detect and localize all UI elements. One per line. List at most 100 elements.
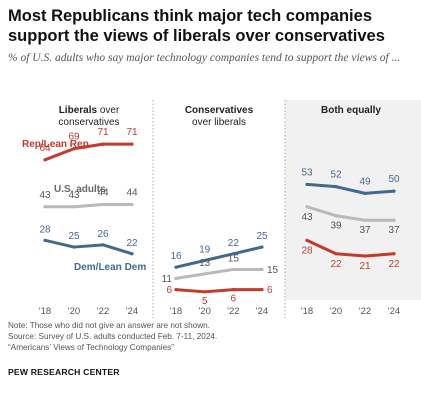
data-label-rep: 28 (301, 245, 313, 256)
data-label-dem: 50 (388, 174, 400, 185)
x-tick-label: '18 (39, 306, 51, 317)
x-tick-label: '20 (198, 306, 210, 317)
data-label-total: 43 (301, 212, 313, 223)
data-label-rep: 5 (202, 296, 208, 307)
series-name-dem: Dem/Lean Dem (74, 262, 146, 273)
data-point-total (72, 205, 76, 209)
x-tick-label: '20 (330, 306, 342, 317)
data-point-rep (174, 287, 178, 292)
x-tick-label: '18 (301, 306, 313, 317)
chart-title: Most Republicans think major tech compan… (8, 7, 385, 45)
data-point-total (43, 205, 47, 209)
chart: Liberals over conservatives'18'20'22'2464… (22, 100, 421, 318)
data-label-dem: 53 (301, 167, 313, 178)
data-point-dem (305, 182, 309, 187)
data-point-total (392, 218, 396, 222)
data-label-dem: 28 (39, 224, 51, 235)
panel-3-title: Both equally (321, 105, 381, 116)
data-point-dem (43, 238, 47, 242)
data-label-total: 13 (199, 258, 211, 269)
note-text: Note: Those who did not give an answer a… (8, 321, 210, 330)
data-point-rep (203, 290, 207, 294)
data-label-rep: 69 (68, 132, 80, 143)
data-label-total: 37 (359, 225, 371, 236)
data-point-total (305, 205, 309, 209)
data-point-total (174, 276, 178, 280)
series-name-rep: Rep/Lean Rep (22, 139, 89, 150)
x-tick-label: '24 (388, 306, 400, 317)
data-label-dem: 22 (126, 238, 138, 249)
data-label-dem: 25 (256, 231, 268, 242)
panel-3-background (285, 100, 421, 300)
data-label-total: 37 (388, 225, 400, 236)
data-label-dem: 25 (68, 231, 80, 242)
data-label-rep: 6 (267, 285, 273, 296)
panel-1-title: Liberals over conservatives (58, 105, 120, 128)
data-label-total: 39 (330, 221, 342, 232)
data-label-total: 43 (39, 190, 51, 201)
data-point-total (231, 267, 235, 272)
data-point-rep (231, 287, 235, 292)
x-tick-label: '22 (97, 306, 109, 317)
data-label-rep: 64 (39, 143, 51, 154)
brand-logo-text: PEW RESEARCH CENTER (8, 367, 120, 377)
data-point-dem (363, 191, 367, 195)
source-text: Source: Survey of U.S. adults conducted … (8, 332, 218, 341)
data-point-rep (130, 142, 134, 146)
data-point-dem (260, 245, 264, 249)
footer-notes: Note: Those who did not give an answer a… (8, 320, 414, 353)
series-line-total (174, 267, 264, 280)
data-label-rep: 22 (388, 259, 400, 270)
series-line-rep (305, 238, 396, 258)
x-tick-label: '24 (256, 306, 268, 317)
data-point-dem (174, 265, 178, 269)
report-title: “Americans’ Views of Technology Companie… (8, 343, 174, 352)
data-point-dem (203, 258, 207, 263)
data-point-rep (334, 252, 338, 256)
data-point-dem (72, 245, 76, 249)
series-line-total (305, 205, 396, 222)
data-point-rep (101, 142, 105, 146)
data-point-rep (260, 287, 264, 292)
data-point-rep (392, 252, 396, 256)
data-point-dem (334, 185, 338, 189)
data-point-dem (130, 252, 134, 256)
series-line-dem (305, 182, 396, 195)
x-tick-label: '18 (170, 306, 182, 317)
data-label-dem: 16 (170, 251, 182, 262)
data-label-dem: 49 (359, 176, 371, 187)
data-point-total (203, 272, 207, 276)
data-point-total (130, 202, 134, 207)
data-label-total: 15 (228, 253, 240, 264)
data-label-total: 15 (267, 265, 279, 276)
series-line-dem (43, 238, 134, 256)
data-label-total: 44 (97, 188, 109, 199)
x-tick-label: '24 (126, 306, 138, 317)
data-point-total (334, 214, 338, 218)
x-tick-label: '22 (227, 306, 239, 317)
data-label-total: 43 (68, 190, 80, 201)
data-label-dem: 22 (228, 238, 240, 249)
data-point-rep (363, 254, 367, 258)
data-label-dem: 52 (330, 170, 342, 181)
series-line-dem (174, 245, 264, 269)
data-label-rep: 71 (126, 127, 138, 138)
data-point-total (260, 267, 264, 272)
x-tick-label: '20 (68, 306, 80, 317)
data-label-total: 44 (126, 188, 138, 199)
data-point-rep (43, 158, 47, 162)
data-point-total (363, 218, 367, 222)
data-label-dem: 26 (97, 229, 109, 240)
chart-subtitle: % of U.S. adults who say major technolog… (8, 52, 401, 64)
data-label-rep: 6 (231, 294, 237, 305)
data-point-rep (305, 238, 309, 242)
data-label-rep: 22 (330, 259, 342, 270)
data-label-dem: 19 (199, 244, 211, 255)
data-label-rep: 6 (166, 285, 172, 296)
data-point-total (101, 202, 105, 207)
data-point-dem (101, 243, 105, 247)
data-point-dem (231, 252, 235, 256)
data-point-dem (392, 189, 396, 193)
data-label-rep: 21 (359, 261, 371, 272)
series-name-total: U.S. adults (54, 184, 106, 195)
